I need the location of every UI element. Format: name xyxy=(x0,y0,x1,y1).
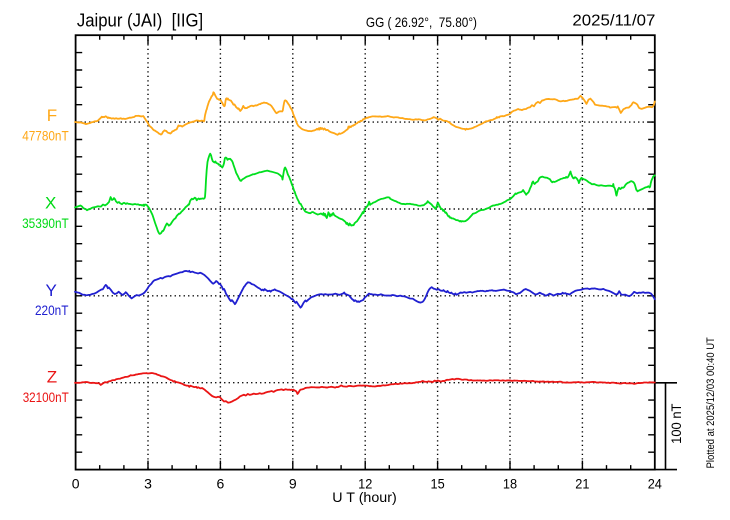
svg-text:Jaipur (JAI) [IIG]: Jaipur (JAI) [IIG] xyxy=(77,9,203,30)
svg-text:GG ( 26.92°, 75.80°): GG ( 26.92°, 75.80°) xyxy=(366,14,477,30)
svg-text:21: 21 xyxy=(575,475,589,491)
svg-text:18: 18 xyxy=(503,475,517,491)
svg-text:Z: Z xyxy=(47,368,57,387)
svg-text:2025/11/07: 2025/11/07 xyxy=(572,13,655,30)
svg-text:35390nT: 35390nT xyxy=(22,216,69,231)
svg-text:24: 24 xyxy=(648,475,662,491)
svg-text:9: 9 xyxy=(289,475,297,491)
svg-text:47780nT: 47780nT xyxy=(22,128,69,143)
svg-text:Plotted at 2025/12/03 00:40 UT: Plotted at 2025/12/03 00:40 UT xyxy=(705,337,717,468)
svg-text:12: 12 xyxy=(358,475,372,491)
svg-text:32100nT: 32100nT xyxy=(23,390,69,405)
svg-text:220nT: 220nT xyxy=(35,303,68,318)
svg-text:X: X xyxy=(45,194,56,213)
svg-text:Y: Y xyxy=(46,281,57,300)
svg-text:F: F xyxy=(47,106,57,125)
svg-text:3: 3 xyxy=(144,475,152,491)
svg-text:6: 6 xyxy=(217,475,225,491)
svg-text:15: 15 xyxy=(431,475,445,491)
svg-text:0: 0 xyxy=(72,475,80,491)
svg-text:100 nT: 100 nT xyxy=(669,404,684,444)
svg-text:U T (hour): U T (hour) xyxy=(332,489,396,505)
